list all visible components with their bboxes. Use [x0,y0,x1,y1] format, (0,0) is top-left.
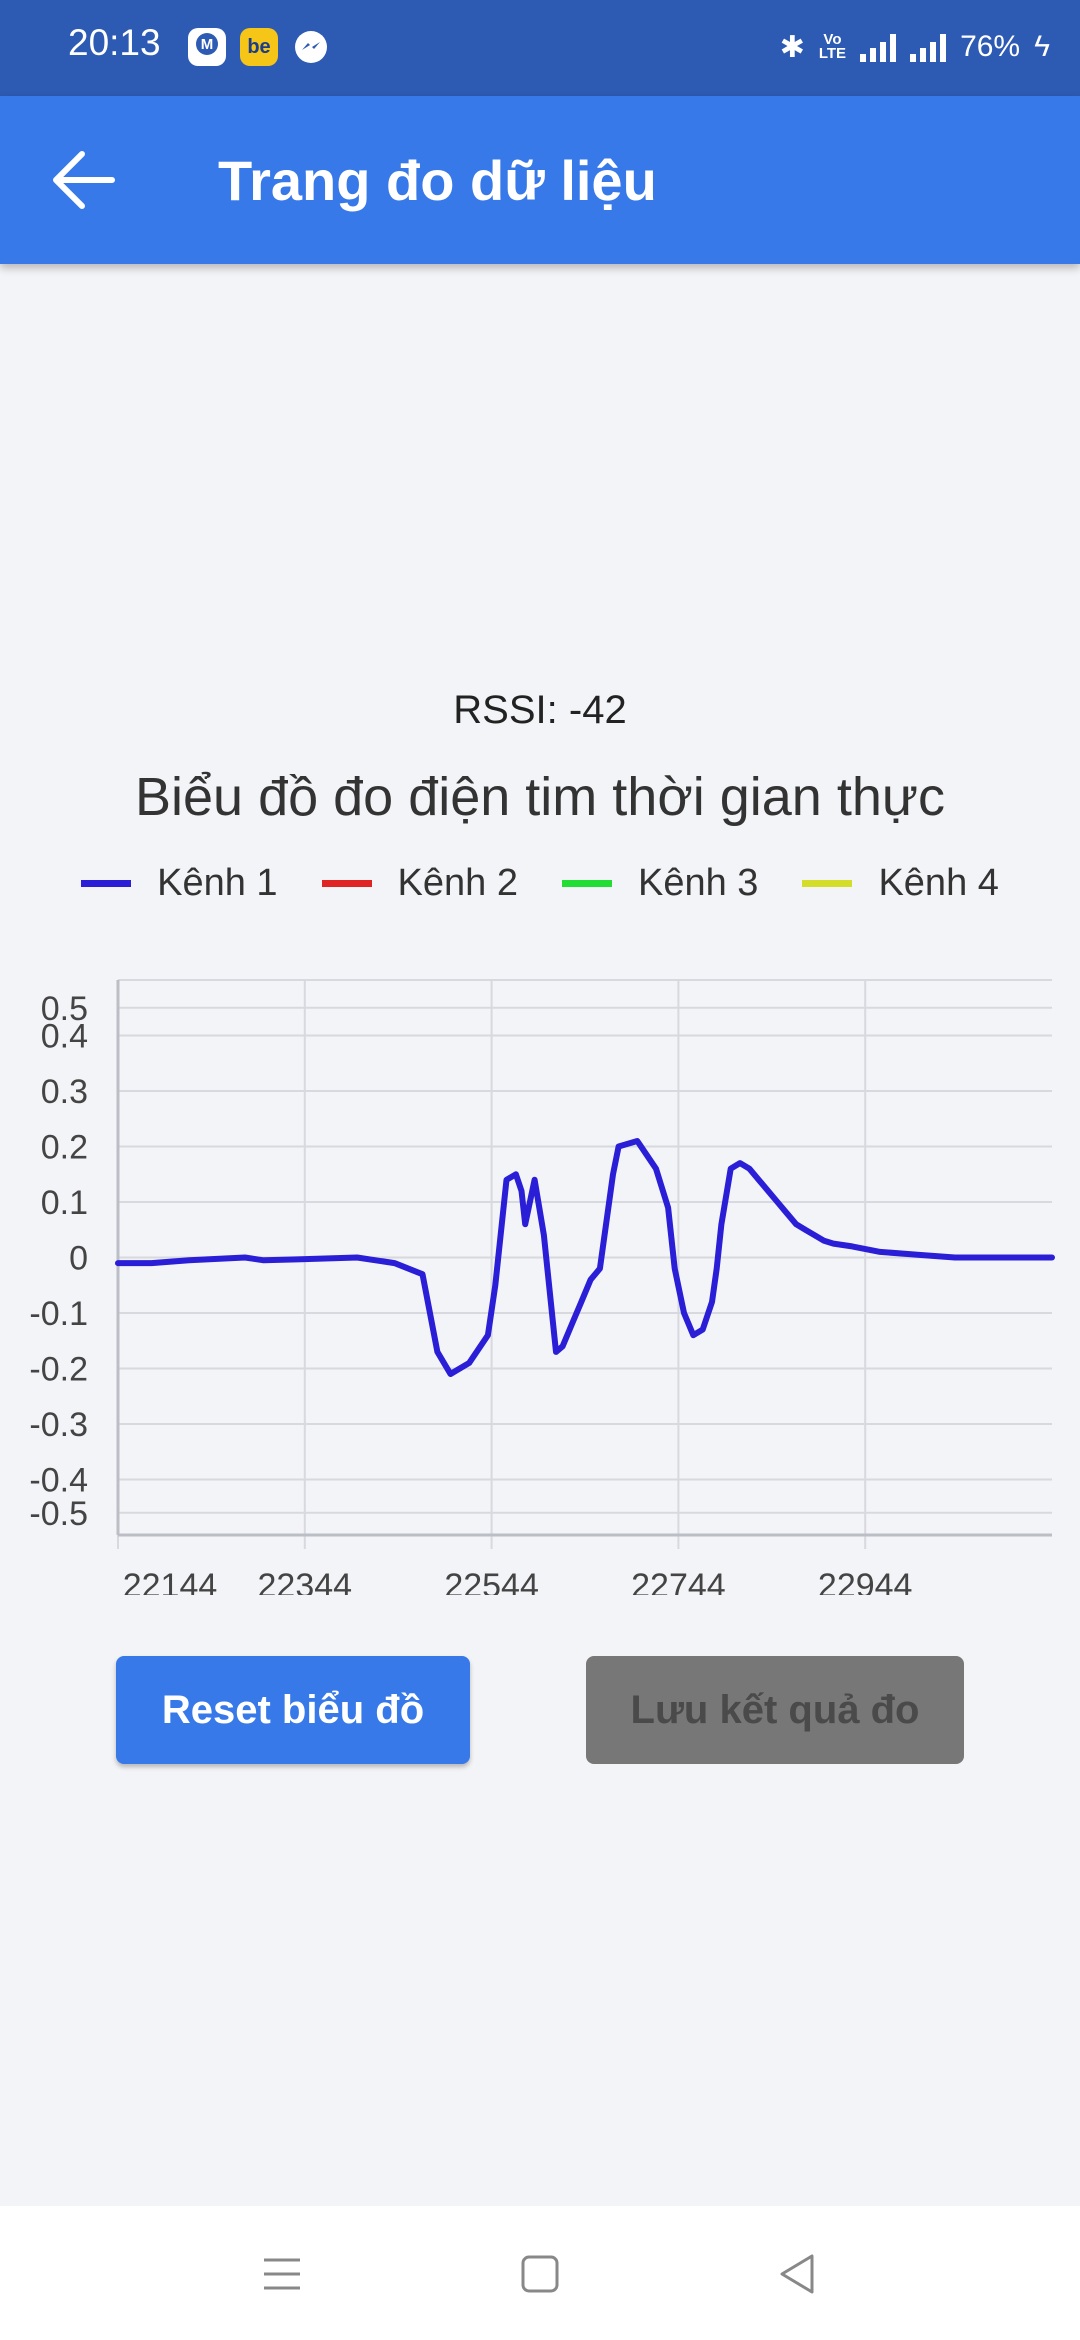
messenger-icon [292,28,330,66]
y-tick-label: 0.4 [41,1018,88,1056]
y-tick-label: 0.5 [41,990,88,1028]
y-tick-label: 0.1 [41,1184,88,1222]
x-tick-label: 22744 [631,1567,726,1595]
status-indicators: ✱ Vo LTE 76% ϟ [780,22,1050,72]
home-square-icon[interactable] [510,2244,570,2304]
legend-item-kenh-3[interactable]: Kênh 3 [562,862,758,905]
y-tick-label: -0.3 [29,1406,88,1444]
y-tick-label: -0.5 [29,1495,88,1533]
menu-icon[interactable] [252,2244,312,2304]
battery-level: 76% [960,30,1021,63]
legend-swatch [81,880,132,887]
mymetro-icon [188,28,226,66]
system-nav-bar [0,2206,1080,2340]
status-time: 20:13 [68,22,161,63]
chart-legend: Kênh 1 Kênh 2 Kênh 3 Kênh 4 [0,862,1080,905]
page-title: Trang đo dữ liệu [218,149,657,212]
legend-item-kenh-2[interactable]: Kênh 2 [321,862,518,905]
charging-icon: ϟ [1034,30,1050,63]
legend-item-kenh-4[interactable]: Kênh 4 [802,862,999,905]
rssi-text: RSSI: -42 [453,688,627,732]
signal-4g-icon [910,32,947,62]
back-button[interactable] [40,140,128,220]
legend-label: Kênh 2 [397,862,518,904]
y-tick-label: -0.4 [29,1462,88,1500]
legend-swatch [321,880,372,887]
chart-title: Biểu đồ đo điện tim thời gian thực [134,767,946,827]
reset-chart-button[interactable]: Reset biểu đồ [116,1656,470,1764]
legend-swatch [562,880,612,887]
app-bar: Trang đo dữ liệu [0,96,1080,264]
bluetooth-icon: ✱ [779,30,805,64]
y-tick-label: 0.3 [41,1073,88,1111]
y-tick-label: 0.2 [41,1129,88,1167]
volte-icon: Vo LTE [818,31,847,62]
legend-swatch [802,880,853,887]
back-triangle-icon[interactable] [768,2244,828,2304]
x-tick-label: 22944 [818,1567,913,1595]
y-tick-label: -0.1 [29,1295,88,1333]
y-tick-label: 0 [69,1240,88,1278]
save-result-button[interactable]: Lưu kết quả đo [586,1656,964,1764]
series-line-kenh-1 [115,1138,1055,1377]
legend-item-kenh-1[interactable]: Kênh 1 [81,862,278,905]
legend-label: Kênh 3 [638,862,759,904]
be-icon: be [240,28,278,66]
signal-icon [860,32,897,62]
legend-label: Kênh 1 [157,862,278,904]
ecg-chart: 0.50.4 0.3 0.2 0.1 0 -0.1 -0.2 -0.3 -0.4-0.5 2214… [29,979,1055,1595]
legend-label: Kênh 4 [878,862,999,904]
x-tick-label: 22344 [258,1567,353,1595]
x-tick-label: 22544 [444,1567,539,1595]
x-tick-label: 22144 [123,1567,218,1595]
y-tick-label: -0.2 [29,1351,88,1389]
arrow-left-icon [53,151,115,209]
